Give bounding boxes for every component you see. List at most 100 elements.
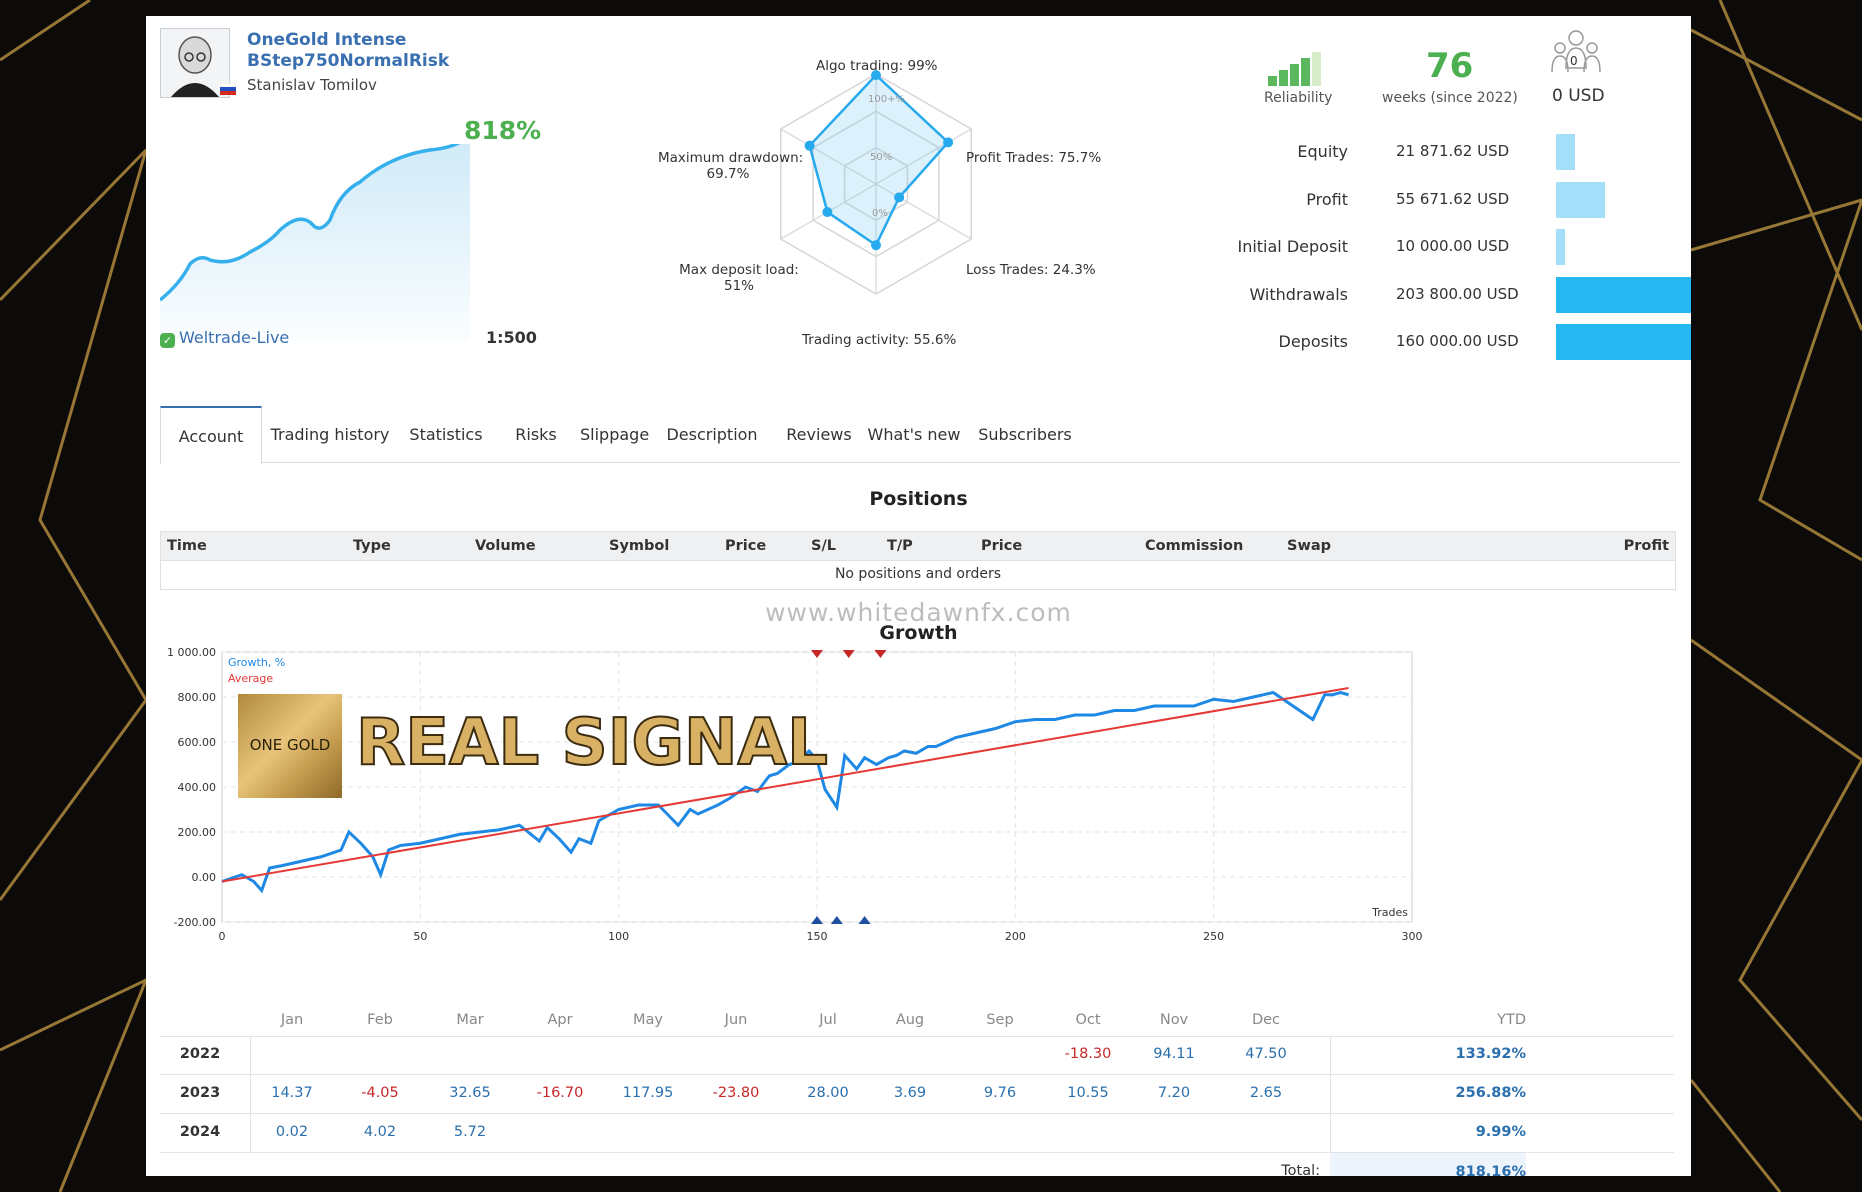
- signal-card: OneGold Intense BStep750NormalRisk Stani…: [146, 16, 1691, 1176]
- radar-label-activity: Trading activity: 55.6%: [802, 332, 957, 348]
- year-separator: [250, 1114, 251, 1152]
- month-header: Jun: [724, 1012, 748, 1028]
- avatar[interactable]: [160, 28, 230, 98]
- monthly-header-row: Jan Feb Mar Apr May Jun Jul Aug Sep Oct Nov Dec YTD: [160, 1006, 1674, 1037]
- marker-top: [842, 650, 855, 658]
- positions-col-profit[interactable]: Profit: [1623, 538, 1669, 554]
- month-header: Mar: [456, 1012, 484, 1028]
- radar-point-loss: [894, 192, 905, 203]
- positions-col-volume[interactable]: Volume: [475, 538, 536, 554]
- tab-statistics[interactable]: Statistics: [409, 425, 483, 444]
- tab-subscribers[interactable]: Subscribers: [978, 425, 1072, 444]
- month-header: May: [633, 1012, 663, 1028]
- month-value: 7.20: [1157, 1085, 1191, 1101]
- year-label: 2024: [179, 1124, 221, 1140]
- growth-percent: 818%: [464, 116, 542, 145]
- signal-title[interactable]: OneGold Intense BStep750NormalRisk: [247, 30, 449, 72]
- marker-top: [811, 650, 823, 658]
- signal-name-line2[interactable]: BStep750NormalRisk: [247, 51, 450, 71]
- radar-ring-50: 50%: [870, 152, 893, 163]
- leverage: 1:500: [486, 328, 537, 347]
- positions-col-price[interactable]: Price: [725, 538, 767, 554]
- balance-value: 55 671.62 USD: [1396, 189, 1510, 208]
- month-value: 10.55: [1067, 1085, 1109, 1101]
- balance-bar: [1556, 181, 1606, 218]
- ytd-value: 133.92%: [1455, 1046, 1526, 1062]
- radar-label-deposit-load: Max deposit load: 51%: [679, 262, 799, 294]
- radar-point-algo: [871, 70, 881, 81]
- ytd-value: 256.88%: [1455, 1085, 1526, 1101]
- y-tick-label: -200.00: [174, 916, 216, 929]
- positions-col-type[interactable]: Type: [353, 538, 391, 554]
- x-tick-label: 50: [413, 930, 427, 943]
- month-value: 3.69: [893, 1085, 927, 1101]
- month-value: 2.65: [1249, 1085, 1283, 1101]
- ytd-separator: [1330, 1036, 1331, 1074]
- tab-what-s-new[interactable]: What's new: [867, 425, 961, 444]
- x-tick-label: 200: [1005, 930, 1026, 943]
- month-header: Jul: [819, 1012, 837, 1028]
- balance-row-equity: Equity 21 871.62 USD: [1206, 134, 1686, 174]
- y-tick-label: 800.00: [178, 691, 217, 704]
- balance-bar: [1556, 134, 1576, 170]
- balance-row-profit: Profit 55 671.62 USD: [1206, 181, 1686, 222]
- balance-label: Initial Deposit: [1237, 237, 1348, 256]
- monthly-total-row: Total: 818.16%: [160, 1153, 1674, 1176]
- positions-col-price[interactable]: Price: [981, 538, 1023, 554]
- author-name[interactable]: Stanislav Tomilov: [247, 76, 377, 94]
- ytd-separator: [1330, 1114, 1331, 1152]
- balance-label: Profit: [1306, 189, 1348, 209]
- tab-risks[interactable]: Risks: [515, 425, 557, 444]
- tab-description[interactable]: Description: [666, 425, 758, 444]
- growth-chart: -200.00 0.00 200.00 400.00 600.00 800.00 1 000…: [167, 646, 1422, 943]
- radar-point-load: [822, 207, 833, 218]
- tab-bar: Account Trading history Statistics Risks Sli…: [160, 406, 1680, 465]
- ytd-header: YTD: [1497, 1012, 1526, 1028]
- mini-growth-chart: [160, 144, 470, 342]
- x-tick-label: 100: [608, 930, 629, 943]
- legend-average: Average: [228, 672, 273, 685]
- subscribers-icon: 0: [1548, 28, 1604, 84]
- balance-label: Withdrawals: [1249, 284, 1348, 304]
- positions-col-s-l[interactable]: S/L: [811, 538, 836, 554]
- tab-trading-history[interactable]: Trading history: [270, 425, 390, 444]
- balance-value: 203 800.00 USD: [1396, 284, 1519, 303]
- radar-graphic: [779, 70, 973, 295]
- year-separator: [250, 1075, 251, 1113]
- monthly-row-2023: 2023 14.37 -4.05 32.65 -16.70 117.95 -23.80 28.…: [160, 1075, 1674, 1114]
- positions-col-swap[interactable]: Swap: [1287, 538, 1332, 554]
- positions-col-symbol[interactable]: Symbol: [609, 538, 670, 554]
- positions-title: Positions: [869, 488, 968, 510]
- year-separator: [250, 1036, 251, 1074]
- positions-col-time[interactable]: Time: [167, 538, 207, 554]
- verified-check-icon: ✓: [160, 333, 175, 348]
- marker-bottom: [830, 916, 843, 924]
- month-header: Sep: [986, 1012, 1014, 1028]
- positions-col-t-p[interactable]: T/P: [887, 538, 913, 554]
- month-header: Nov: [1159, 1012, 1189, 1028]
- month-value: -18.30: [1064, 1046, 1112, 1062]
- ytd-separator: [1330, 1075, 1331, 1113]
- month-value: 0.02: [275, 1124, 309, 1140]
- year-label: 2022: [179, 1046, 221, 1062]
- broker-link[interactable]: ✓ Weltrade-Live: [160, 328, 289, 348]
- month-header: Jan: [280, 1012, 304, 1028]
- russia-flag-icon: [219, 80, 237, 95]
- broker-name[interactable]: Weltrade-Live: [179, 328, 290, 347]
- balance-row-withdrawals: Withdrawals 203 800.00 USD: [1206, 276, 1691, 317]
- tab-slippage[interactable]: Slippage: [580, 425, 650, 444]
- x-tick-label: 0: [219, 930, 226, 943]
- signal-name[interactable]: OneGold Intense: [247, 30, 407, 50]
- series-line-growth: [221, 690, 1349, 894]
- month-header: Oct: [1075, 1012, 1101, 1028]
- tab-account[interactable]: Account: [160, 406, 262, 465]
- month-value: 28.00: [807, 1085, 849, 1101]
- radar-chart: Algo trading: 99% Profit Trades: 75.7% L…: [606, 52, 1266, 372]
- positions-col-commission[interactable]: Commission: [1145, 538, 1244, 554]
- weeks-label: weeks (since 2022): [1382, 90, 1518, 106]
- y-tick-label: 0.00: [192, 871, 217, 884]
- radar-label-algo: Algo trading: 99%: [816, 58, 938, 74]
- tab-reviews[interactable]: Reviews: [786, 425, 852, 444]
- y-tick-label: 600.00: [178, 736, 217, 749]
- month-value: 4.02: [363, 1124, 397, 1140]
